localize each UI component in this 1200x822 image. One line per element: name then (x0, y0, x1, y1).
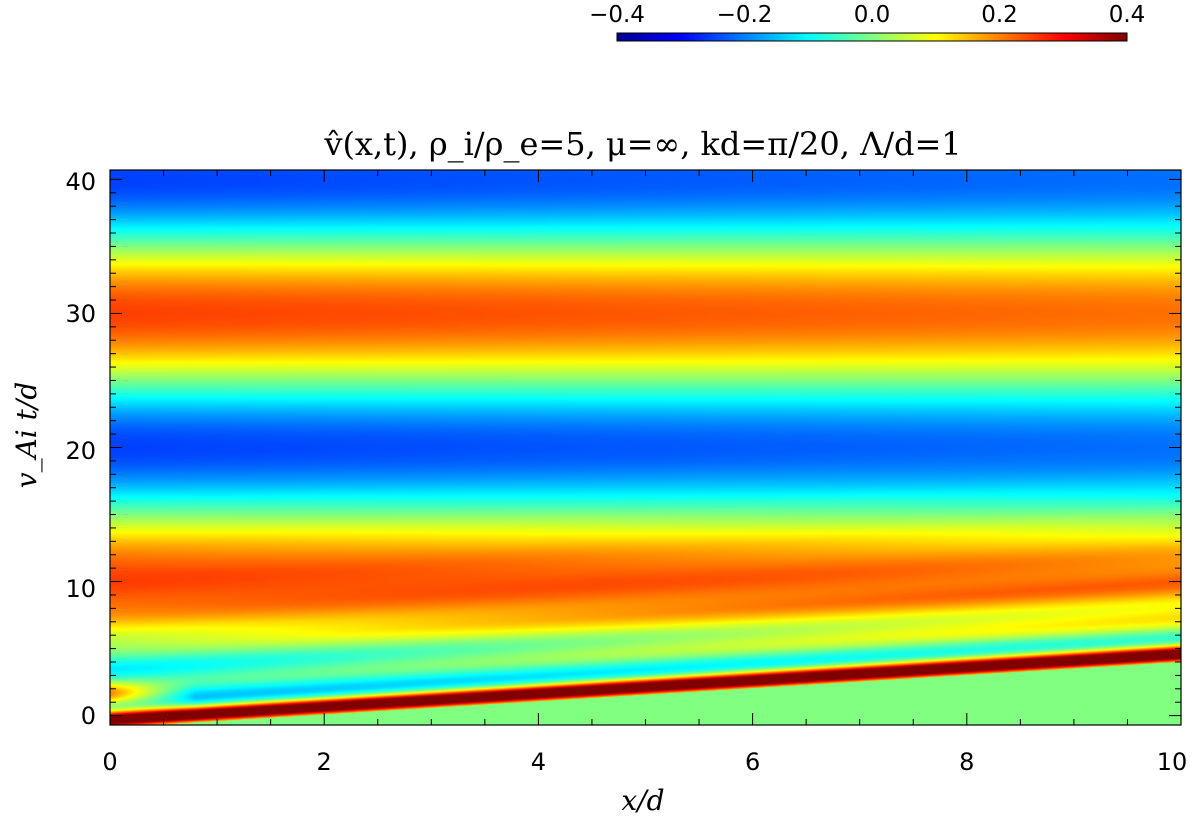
y-axis: 0 10 20 30 40 v_Ai t/d (10, 168, 96, 730)
colorbar-tick-1: −0.2 (717, 2, 773, 28)
y-tick-label-20: 20 (65, 437, 96, 465)
colorbar-gradient (616, 32, 1128, 42)
axis-ticks (109, 170, 1182, 725)
y-axis-label: v_Ai t/d (10, 382, 43, 489)
y-tick-label-40: 40 (65, 168, 96, 196)
colorbar-tick-0: −0.4 (589, 2, 645, 28)
x-tick-label-10: 10 (1157, 748, 1188, 776)
x-tick-label-2: 2 (317, 748, 332, 776)
colorbar-tick-4: 0.4 (1109, 2, 1146, 28)
y-tick-label-0: 0 (81, 702, 96, 730)
colorbar: −0.4 −0.2 0.0 0.2 0.4 (589, 2, 1146, 42)
x-tick-label-0: 0 (102, 748, 117, 776)
colorbar-tick-3: 0.2 (981, 2, 1018, 28)
x-axis: 0 2 4 6 8 10 x/d (102, 748, 1187, 817)
x-tick-label-4: 4 (531, 748, 546, 776)
chart-title: v̂(x,t), ρ_i/ρ_e=5, μ=∞, kd=π/20, Λ/d=1 (323, 125, 961, 163)
x-tick-label-6: 6 (745, 748, 760, 776)
plot-area (109, 169, 1182, 726)
x-axis-label: x/d (621, 784, 664, 817)
y-tick-label-30: 30 (65, 300, 96, 328)
colorbar-tick-2: 0.0 (854, 2, 891, 28)
y-tick-label-10: 10 (65, 575, 96, 603)
x-tick-label-8: 8 (959, 748, 974, 776)
heatmap-image (110, 170, 1181, 725)
